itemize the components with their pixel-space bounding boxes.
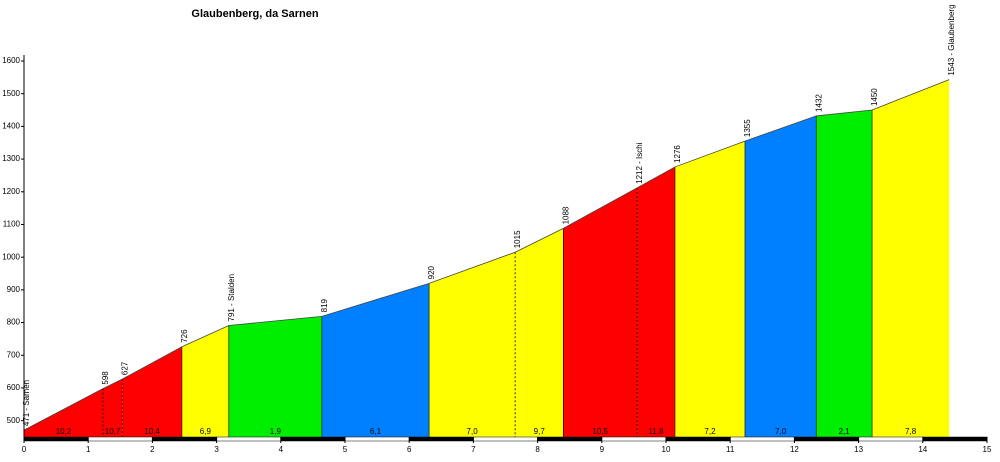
y-tick-label: 700: [7, 350, 21, 359]
profile-segment: [102, 379, 123, 437]
elevation-label: 471 - Sarnen: [22, 380, 31, 426]
gradient-label: 11,8: [649, 427, 665, 436]
x-tick-label: 1: [86, 445, 91, 454]
gradient-label: 7,2: [704, 427, 716, 436]
elevation-label: 1450: [870, 88, 879, 106]
y-tick-label: 600: [7, 383, 21, 392]
x-tick-label: 13: [854, 445, 863, 454]
gradient-label: 6,9: [200, 427, 212, 436]
y-tick-label: 1600: [2, 56, 20, 65]
y-tick-label: 1100: [3, 220, 21, 229]
x-axis-band: [922, 436, 988, 442]
chart-title: Glaubenberg, da Sarnen: [191, 8, 318, 20]
elevation-label: 627: [120, 361, 129, 375]
x-tick-label: 0: [22, 445, 27, 454]
x-tick-label: 5: [343, 445, 348, 454]
y-tick-label: 800: [7, 318, 21, 327]
gradient-label: 10,2: [56, 427, 72, 436]
elevation-label: 791 - Stalden: [227, 274, 236, 322]
x-tick-label: 7: [471, 445, 476, 454]
x-tick-label: 6: [407, 445, 412, 454]
x-tick-label: 15: [983, 445, 992, 454]
profile-segment: [228, 316, 322, 437]
x-tick-label: 11: [726, 445, 735, 454]
elevation-label: 1432: [814, 94, 823, 112]
profile-segment: [515, 228, 564, 437]
gradient-label: 6,1: [370, 427, 382, 436]
profile-segment: [24, 388, 103, 437]
elevation-label: 819: [320, 298, 329, 312]
gradient-label: 2,1: [839, 427, 851, 436]
x-axis-band: [87, 436, 153, 442]
x-axis-band: [794, 436, 859, 442]
profile-line: [23, 79, 950, 431]
profile-segment: [429, 252, 516, 437]
profile-segment: [816, 110, 873, 437]
x-axis-band: [23, 436, 89, 442]
x-axis-band: [216, 436, 282, 442]
y-tick-label: 1300: [2, 154, 20, 163]
elevation-label: 1543 - Glaubenberg: [947, 4, 956, 75]
x-tick-label: 14: [918, 445, 927, 454]
elevation-label: 1015: [513, 230, 522, 248]
profile-segment: [744, 115, 817, 437]
y-tick-label: 1200: [2, 187, 20, 196]
x-tick-label: 10: [662, 445, 671, 454]
x-axis-band: [152, 436, 217, 442]
x-tick-label: 12: [790, 445, 799, 454]
gradient-label: 10,4: [144, 427, 160, 436]
y-tick-label: 500: [7, 416, 21, 425]
y-tick-label: 1000: [2, 252, 20, 261]
x-tick-label: 9: [600, 445, 605, 454]
x-axis-band: [729, 436, 795, 442]
profile-segment: [563, 187, 638, 437]
elevation-label: 726: [180, 329, 189, 343]
gradient-label: 7,0: [467, 427, 479, 436]
gradient-label: 9,7: [534, 427, 546, 436]
elevation-label: 1276: [673, 145, 682, 163]
gradient-label: 10,5: [592, 427, 608, 436]
profile-segment: [674, 141, 745, 437]
y-tick-label: 900: [7, 285, 21, 294]
x-axis-band: [408, 436, 474, 442]
x-axis-band: [537, 436, 603, 442]
elevation-label: 1355: [743, 119, 752, 137]
x-axis-band: [344, 436, 410, 442]
x-tick-label: 2: [150, 445, 155, 454]
profile-segment: [872, 79, 950, 437]
gradient-label: 7,8: [905, 427, 917, 436]
elevation-label: 598: [101, 371, 110, 385]
x-tick-label: 3: [214, 445, 219, 454]
profile-segment: [637, 166, 675, 438]
x-axis-band: [665, 436, 731, 442]
x-axis-band: [858, 436, 924, 442]
y-tick-label: 1400: [2, 122, 20, 131]
elevation-label: 1212 - Ischi: [635, 142, 644, 184]
x-axis-band: [601, 436, 667, 442]
profile-segment: [321, 283, 430, 437]
gradient-label: 1,9: [270, 427, 282, 436]
gradient-label: 7,0: [775, 427, 787, 436]
x-tick-label: 8: [535, 445, 540, 454]
profile-segment: [122, 346, 182, 437]
x-tick-label: 4: [279, 445, 284, 454]
gradient-label: 10,7: [105, 427, 121, 436]
profile-segment: [181, 325, 229, 437]
elevation-label: 920: [427, 265, 436, 279]
x-axis-band: [473, 436, 538, 442]
elevation-label: 1088: [561, 206, 570, 224]
y-tick-label: 1500: [2, 89, 20, 98]
x-axis-band: [280, 436, 346, 442]
